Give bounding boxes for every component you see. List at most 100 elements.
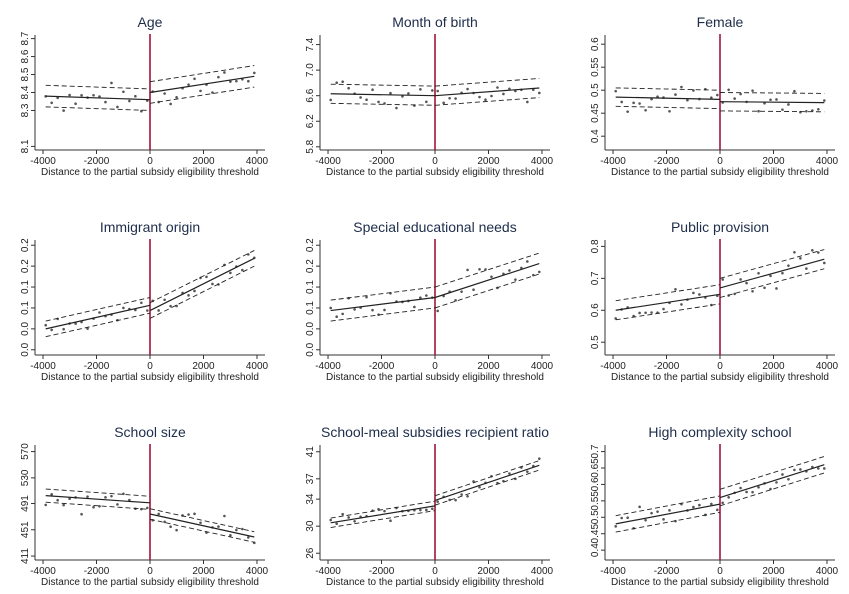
scatter-point	[425, 508, 428, 512]
scatter-point	[425, 294, 428, 297]
fit-line-left	[330, 296, 436, 312]
x-tick-label: 4000	[816, 156, 839, 167]
y-tick-label: 0.45	[590, 524, 601, 544]
scatter-point	[739, 92, 742, 96]
x-tick-label: -2000	[654, 156, 680, 167]
scatter-point	[371, 308, 374, 312]
fit-line-left	[330, 505, 436, 524]
scatter-point	[383, 102, 386, 105]
ci-band-right	[719, 456, 825, 490]
scatter-point	[419, 296, 422, 300]
ci-band-left	[330, 286, 436, 301]
x-tick-label: -2000	[654, 566, 680, 577]
scatter-point	[235, 528, 238, 532]
scatter-point	[436, 89, 439, 93]
x-tick-label: 2000	[762, 361, 785, 372]
scatter-point	[193, 77, 196, 81]
y-tick-label: 26	[305, 547, 316, 559]
scatter-point	[727, 496, 730, 499]
x-tick-label: 4000	[531, 566, 554, 577]
scatter-point	[538, 270, 541, 274]
scatter-point	[478, 267, 481, 271]
ci-band-right	[434, 460, 540, 497]
y-tick-label: 0.0	[305, 342, 316, 356]
scatter-point	[74, 102, 77, 106]
y-tick-label: 0.65	[590, 458, 601, 478]
y-tick-label: 0.2	[20, 259, 31, 273]
scatter-point	[80, 94, 83, 97]
y-tick-label: 8.1	[20, 139, 31, 153]
scatter-point	[163, 298, 166, 302]
scatter-point	[86, 327, 89, 330]
y-tick-label: 7.0	[305, 63, 316, 77]
scatter-point	[62, 503, 65, 507]
x-tick-label: -2000	[369, 156, 395, 167]
scatter-point	[793, 468, 796, 472]
scatter-point	[751, 490, 754, 494]
fit-line-right	[434, 87, 540, 97]
x-tick-label: -2000	[84, 361, 110, 372]
fit-line-right	[149, 513, 255, 538]
scatter-point	[104, 100, 107, 104]
scatter-point	[98, 505, 101, 508]
scatter-point	[502, 92, 505, 96]
x-tick-label: -2000	[369, 566, 395, 577]
scatter-point	[799, 468, 802, 471]
x-tick-label: -2000	[369, 361, 395, 372]
scatter-point	[490, 275, 493, 279]
scatter-point	[686, 98, 689, 102]
scatter-point	[128, 99, 131, 103]
scatter-point	[122, 90, 125, 94]
scatter-point	[739, 486, 742, 490]
fit-line-right	[434, 464, 540, 502]
scatter-point	[235, 79, 238, 83]
chart-title: Female	[697, 14, 744, 30]
scatter-point	[799, 257, 802, 260]
x-tick-label: 4000	[531, 156, 554, 167]
scatter-point	[817, 467, 820, 470]
scatter-point	[229, 80, 232, 83]
scatter-point	[668, 509, 671, 512]
fit-line-right	[719, 258, 825, 289]
scatter-point	[175, 304, 178, 308]
scatter-point	[347, 516, 350, 519]
scatter-point	[508, 269, 511, 272]
scatter-point	[710, 96, 713, 99]
chart-panel: Age -4000 -2000 0 2000 4000 8.1 8.3 8.4 8.5 8.6 8.7…	[20, 14, 269, 178]
ci-band-left	[45, 312, 151, 338]
chart-panel: Immigrant origin -4000 -2000 0 2000 4000 0.0 0.…	[20, 219, 269, 383]
x-tick-label: 2000	[192, 156, 215, 167]
x-axis-label: Distance to the partial subsidy eligibil…	[41, 372, 259, 383]
x-tick-label: 0	[432, 156, 438, 167]
scatter-point	[74, 322, 77, 325]
x-axis-label: Distance to the partial subsidy eligibil…	[326, 577, 544, 588]
scatter-point	[217, 75, 220, 79]
scatter-point	[644, 518, 647, 522]
x-tick-label: 4000	[246, 361, 269, 372]
fit-line-right	[434, 262, 540, 299]
scatter-point	[335, 315, 338, 318]
scatter-point	[823, 99, 826, 102]
x-axis-label: Distance to the partial subsidy eligibil…	[41, 577, 259, 588]
scatter-point	[377, 100, 380, 104]
scatter-point	[44, 323, 47, 327]
scatter-point	[448, 498, 451, 502]
scatter-point	[199, 521, 202, 525]
scatter-point	[187, 83, 190, 86]
scatter-point	[793, 89, 796, 93]
scatter-point	[163, 92, 166, 95]
x-tick-label: -2000	[654, 361, 680, 372]
x-tick-label: -4000	[30, 361, 56, 372]
y-tick-label: 0.45	[590, 103, 601, 123]
scatter-point	[146, 506, 149, 510]
scatter-point	[698, 503, 701, 507]
fit-line-right	[719, 101, 825, 104]
scatter-point	[335, 81, 338, 84]
y-tick-label: 6.6	[305, 88, 316, 102]
chart-title: Month of birth	[392, 14, 478, 30]
scatter-point	[638, 505, 641, 509]
scatter-point	[650, 97, 653, 101]
fit-line-left	[615, 96, 721, 100]
fit-line-left	[45, 95, 151, 101]
scatter-point	[68, 93, 71, 97]
